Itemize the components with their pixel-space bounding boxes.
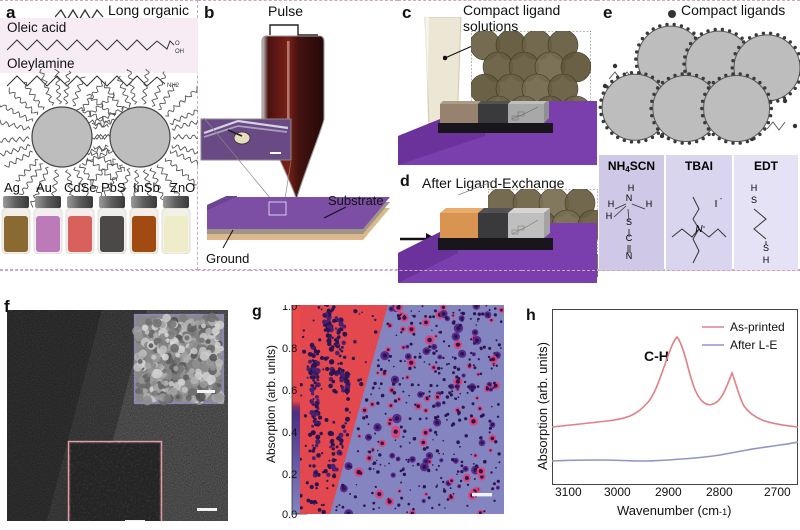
svg-text:H: H (608, 199, 615, 209)
svg-text:S: S (751, 195, 757, 205)
svg-text:0.8: 0.8 (282, 343, 297, 355)
svg-text:N: N (626, 251, 633, 261)
svg-text:O: O (175, 41, 180, 47)
svg-text:1.0: 1.0 (282, 305, 297, 313)
svg-text:After L-E: After L-E (730, 338, 777, 352)
svg-text:N: N (626, 193, 633, 203)
svg-text:H: H (606, 211, 613, 221)
svg-text:0.2: 0.2 (282, 469, 297, 481)
svg-text:-: - (720, 196, 723, 203)
svg-text:2700: 2700 (764, 485, 791, 499)
svg-text:H: H (628, 183, 635, 193)
svg-text:0.4: 0.4 (282, 427, 297, 439)
svg-text:As-printed: As-printed (730, 320, 785, 334)
svg-text:3100: 3100 (555, 485, 582, 499)
svg-text:3000: 3000 (604, 485, 631, 499)
svg-text:H: H (751, 183, 758, 193)
svg-text:2800: 2800 (706, 485, 733, 499)
svg-text:H: H (763, 255, 770, 265)
svg-text:N: N (695, 224, 703, 235)
svg-text:I: I (715, 199, 718, 210)
svg-text:H: H (646, 199, 653, 209)
svg-text:2900: 2900 (655, 485, 682, 499)
svg-text:0.6: 0.6 (282, 385, 297, 397)
svg-text:0.0: 0.0 (282, 509, 297, 520)
svg-text:OH: OH (175, 49, 184, 55)
